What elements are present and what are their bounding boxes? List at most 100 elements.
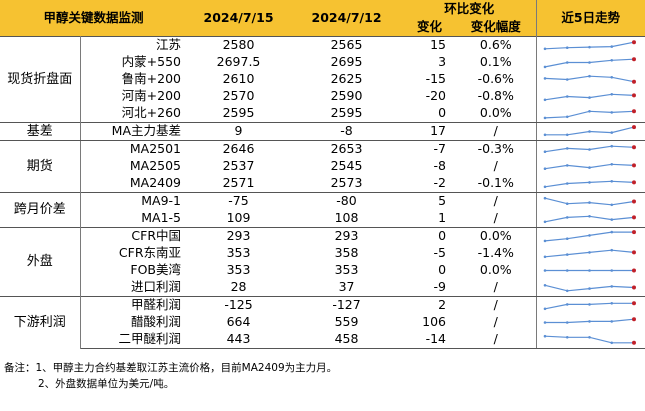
sparkline-point	[587, 286, 591, 290]
value-change-pct: -0.3%	[456, 139, 537, 158]
sparkline-point	[609, 230, 613, 233]
value-change: 1	[403, 209, 457, 228]
value-change-pct: 0.6%	[456, 35, 537, 54]
pct-header: 变化幅度	[456, 19, 537, 36]
value-change: 0	[403, 226, 457, 245]
value-current: -75	[187, 191, 291, 210]
row-name: 河北+260	[80, 104, 188, 123]
sparkline-point	[565, 45, 569, 49]
sparkline	[543, 74, 636, 84]
sparkline-point	[565, 252, 569, 256]
sparkline	[543, 39, 636, 50]
value-current: 2570	[222, 87, 255, 103]
sparkline-point	[631, 316, 636, 321]
trend-header: 近5日走势	[535, 0, 645, 36]
table-row: 下游利润 甲醛利润 -125 -127 2/	[0, 295, 645, 348]
sparkline-point	[543, 268, 546, 272]
value-previous: 2590	[330, 87, 363, 103]
sparkline-point	[609, 110, 613, 114]
value-change-pct: 0.1%	[479, 53, 512, 69]
value-change: 17	[403, 121, 457, 141]
table-row: MA2409 2571 2573 -2 -0.1%	[0, 174, 645, 193]
value-current: 109	[187, 209, 291, 228]
header-row-bottom: 变化 变化幅度	[0, 19, 645, 36]
sparkline-point	[631, 124, 636, 129]
sparkline-point	[565, 77, 569, 81]
sparkline-point	[609, 341, 613, 344]
sparkline-point	[609, 75, 613, 79]
value-change-pct: -0.6%	[477, 70, 514, 86]
sparkline-point	[609, 268, 613, 272]
row-name: 鲁南+200	[121, 70, 182, 86]
table-row: MA2505 2537 2545 -8 /	[0, 157, 645, 175]
row-name: 进口利润	[80, 278, 188, 297]
table-row: 现货折盘面 江苏 2580 2565 15 0.6%	[0, 35, 645, 122]
value-current: 2610	[222, 70, 255, 86]
sparkline-point	[543, 220, 546, 223]
sparkline-point	[609, 284, 613, 288]
table-row: MA1-5 109 108 1/	[0, 209, 645, 228]
row-name: 甲醛利润	[80, 295, 188, 314]
value-change-pct: /	[456, 121, 537, 141]
sparkline-cell	[535, 244, 645, 262]
row-category: 跨月价差	[0, 191, 81, 227]
sparkline-point	[587, 302, 591, 306]
row-name: MA2409	[80, 174, 188, 193]
row-category: 基差	[0, 121, 81, 141]
sparkline	[543, 162, 636, 170]
value-current: 2697.5	[216, 53, 261, 69]
sparkline-point	[565, 268, 569, 272]
sparkline-point	[565, 60, 569, 64]
row-category: 期货	[0, 139, 81, 192]
sparkline	[543, 196, 636, 206]
sparkline-point	[565, 215, 569, 219]
value-current: 353	[226, 261, 251, 277]
sparkline-point	[587, 165, 591, 169]
row-category: 下游利润	[0, 295, 81, 348]
value-change-pct: 0.0%	[456, 226, 537, 245]
sparkline-point	[631, 144, 636, 149]
sparkline-point	[565, 302, 569, 306]
table-row: 鲁南+200 2610 2625 -15 -0.6%	[0, 70, 645, 88]
sparkline	[543, 214, 636, 223]
sparkline-cell	[535, 313, 645, 331]
value-current: 2595	[187, 104, 291, 123]
sparkline-point	[565, 94, 569, 98]
row-name: MA1-5	[80, 209, 188, 228]
sparkline	[543, 300, 636, 310]
value-change-pct: /	[456, 191, 537, 210]
sparkline-point	[587, 109, 591, 113]
sparkline-point	[543, 283, 546, 287]
sparkline-point	[565, 335, 569, 339]
row-name: CFR东南亚	[118, 244, 182, 260]
sparkline-point	[609, 301, 613, 305]
sparkline-point	[543, 47, 546, 50]
sparkline-point	[543, 185, 546, 188]
value-change: 5	[403, 191, 457, 210]
sparkline-point	[587, 180, 591, 184]
value-current: 664	[226, 313, 251, 329]
sparkline-point	[609, 179, 613, 183]
table-row: 跨月价差 MA9-1 -75 -80 5/	[0, 191, 645, 227]
sparkline	[543, 334, 636, 345]
sparkline-point	[609, 217, 613, 221]
sparkline-cell	[535, 35, 645, 54]
value-change: -15	[425, 70, 447, 86]
sparkline-point	[543, 76, 546, 80]
header-row-top: 甲醇关键数据监测 2024/7/15 2024/7/12 环比变化 近5日走势	[0, 0, 645, 36]
sparkline-point	[543, 166, 546, 170]
sparkline-point	[565, 236, 569, 240]
sparkline-point	[587, 60, 591, 64]
sparkline-point	[609, 248, 613, 251]
sparkline-point	[543, 320, 546, 324]
sparkline-point	[609, 130, 613, 134]
sparkline-point	[609, 203, 613, 206]
sparkline-cell	[535, 87, 645, 105]
sparkline-point	[543, 196, 546, 199]
sparkline-cell	[535, 139, 645, 158]
value-current: 2580	[187, 35, 291, 54]
value-change-pct: /	[493, 313, 498, 329]
row-name: 二甲醚利润	[80, 330, 188, 349]
sparkline-point	[631, 268, 636, 272]
sparkline-point	[631, 56, 636, 61]
